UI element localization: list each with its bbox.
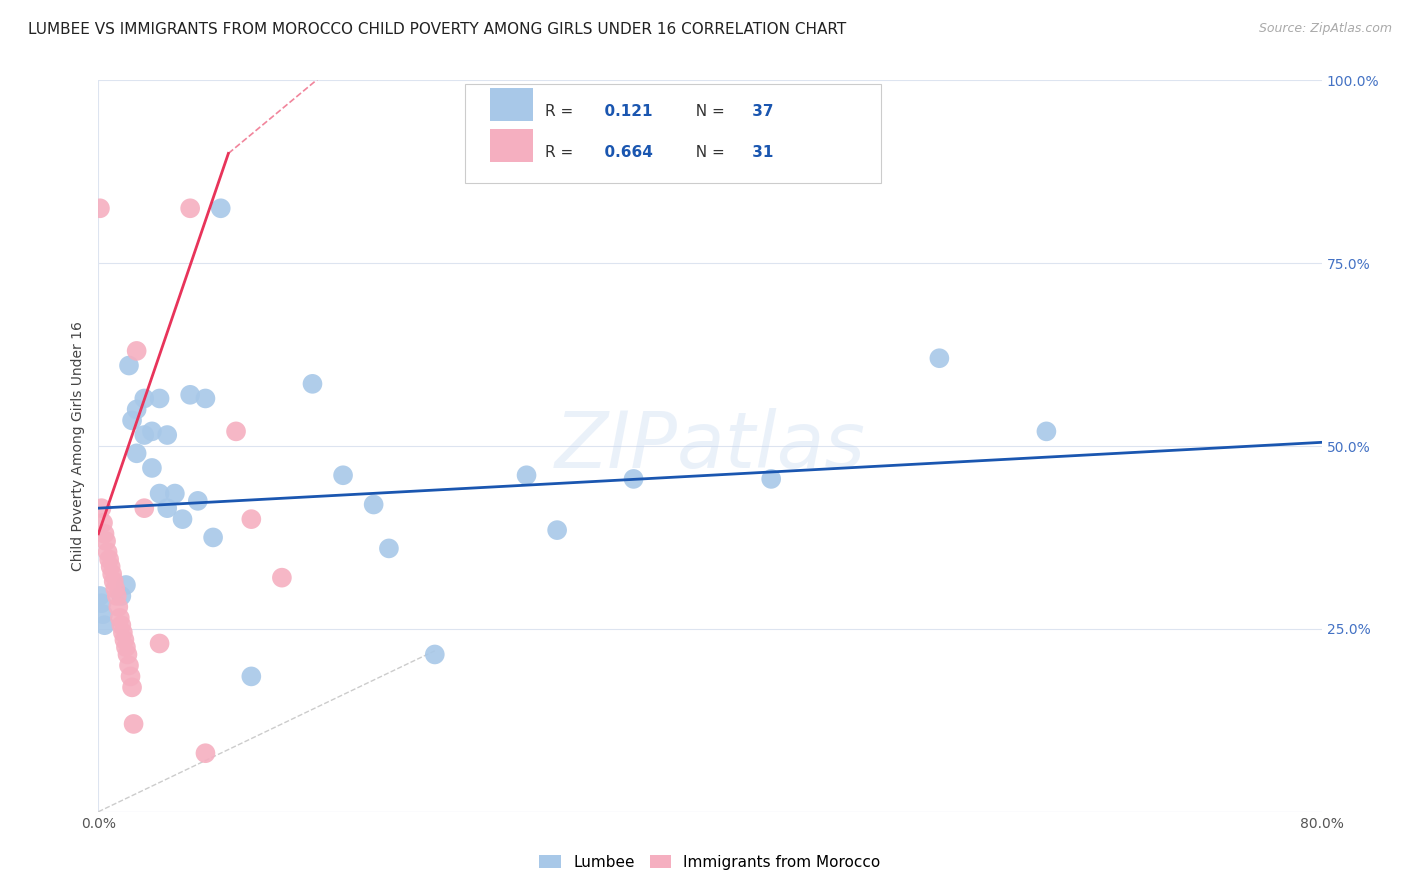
Point — [121, 413, 143, 427]
Point — [301, 376, 323, 391]
Point — [928, 351, 950, 366]
Point — [107, 599, 129, 614]
Point — [90, 501, 112, 516]
Point — [122, 717, 145, 731]
Text: R =: R = — [546, 103, 578, 119]
Point — [110, 589, 132, 603]
Text: 0.664: 0.664 — [593, 145, 652, 160]
Text: N =: N = — [686, 103, 730, 119]
Y-axis label: Child Poverty Among Girls Under 16: Child Poverty Among Girls Under 16 — [72, 321, 86, 571]
Point — [112, 632, 135, 647]
Point — [240, 512, 263, 526]
Point — [111, 625, 134, 640]
Point — [163, 486, 186, 500]
Point — [89, 202, 111, 216]
Point — [194, 746, 217, 760]
Point — [110, 618, 132, 632]
Point — [240, 669, 263, 683]
Point — [363, 498, 385, 512]
Point — [125, 446, 148, 460]
Legend: Lumbee, Immigrants from Morocco: Lumbee, Immigrants from Morocco — [531, 847, 889, 877]
Point — [91, 607, 114, 622]
Point — [187, 494, 209, 508]
Point — [516, 468, 538, 483]
Point — [1035, 425, 1057, 439]
Point — [546, 523, 568, 537]
Point — [225, 425, 247, 439]
Point — [91, 516, 114, 530]
Point — [149, 486, 172, 500]
Point — [149, 392, 172, 406]
Point — [90, 596, 112, 610]
Point — [117, 648, 139, 662]
Point — [93, 618, 115, 632]
Point — [115, 640, 138, 655]
Point — [378, 541, 401, 556]
Point — [759, 472, 782, 486]
Point — [93, 526, 115, 541]
Point — [105, 589, 128, 603]
Text: N =: N = — [686, 145, 730, 160]
Point — [100, 559, 122, 574]
Point — [118, 359, 141, 373]
Point — [156, 428, 179, 442]
Point — [89, 589, 111, 603]
Point — [115, 578, 138, 592]
Point — [270, 571, 292, 585]
Point — [97, 545, 120, 559]
FancyBboxPatch shape — [489, 87, 533, 120]
Point — [101, 567, 124, 582]
Point — [134, 501, 156, 516]
Point — [120, 669, 142, 683]
FancyBboxPatch shape — [489, 129, 533, 162]
Point — [202, 530, 225, 544]
Point — [108, 611, 131, 625]
Point — [104, 582, 127, 596]
Point — [118, 658, 141, 673]
Text: ZIPatlas: ZIPatlas — [554, 408, 866, 484]
Text: Source: ZipAtlas.com: Source: ZipAtlas.com — [1258, 22, 1392, 36]
Text: LUMBEE VS IMMIGRANTS FROM MOROCCO CHILD POVERTY AMONG GIRLS UNDER 16 CORRELATION: LUMBEE VS IMMIGRANTS FROM MOROCCO CHILD … — [28, 22, 846, 37]
Point — [172, 512, 194, 526]
Point — [141, 461, 163, 475]
Point — [209, 202, 232, 216]
Text: R =: R = — [546, 145, 578, 160]
Point — [121, 681, 143, 695]
Point — [134, 392, 156, 406]
FancyBboxPatch shape — [465, 84, 882, 183]
Point — [98, 552, 121, 566]
Point — [623, 472, 645, 486]
Point — [179, 388, 201, 402]
Point — [141, 425, 163, 439]
Text: 31: 31 — [747, 145, 773, 160]
Point — [125, 343, 148, 358]
Point — [423, 648, 446, 662]
Point — [103, 574, 125, 589]
Text: 0.121: 0.121 — [593, 103, 652, 119]
Point — [149, 636, 172, 650]
Text: 37: 37 — [747, 103, 773, 119]
Point — [194, 392, 217, 406]
Point — [134, 428, 156, 442]
Point — [332, 468, 354, 483]
Point — [179, 202, 201, 216]
Point — [156, 501, 179, 516]
Point — [125, 402, 148, 417]
Point — [94, 534, 117, 549]
